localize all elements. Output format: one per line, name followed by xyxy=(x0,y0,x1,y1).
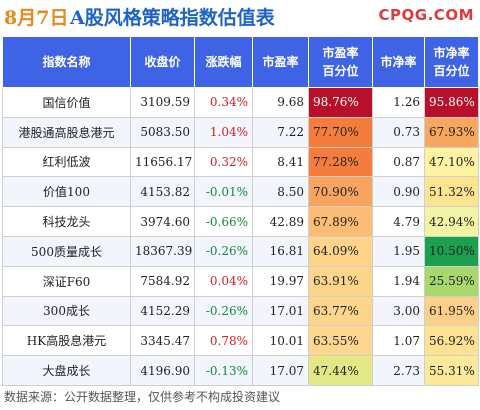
col-header-pe-pct: 市盈率 百分位 xyxy=(308,36,373,88)
cell-pe-pct: 63.77% xyxy=(308,295,373,327)
cell-pe-pct: 77.70% xyxy=(308,116,373,148)
cell-close: 4153.82 xyxy=(130,176,195,208)
table-row: 科技龙头 3974.60 -0.66% 42.89 67.89% 4.79 42.94% xyxy=(2,206,479,237)
cell-name: 300成长 xyxy=(2,295,131,327)
cell-pb: 1.26 xyxy=(372,87,425,118)
cell-pe: 19.97 xyxy=(252,265,309,297)
cell-pb-pct: 42.94% xyxy=(424,206,479,237)
table-row: 300成长 4152.29 -0.26% 17.01 63.77% 3.00 61.95% xyxy=(2,295,479,327)
cell-close: 3974.60 xyxy=(130,206,195,237)
cell-change: 0.32% xyxy=(194,146,253,178)
cell-change: -0.26% xyxy=(194,295,253,327)
cell-pe-pct: 70.90% xyxy=(308,176,373,208)
table-row: 国信价值 3109.59 0.34% 9.68 98.76% 1.26 95.86% xyxy=(2,87,479,118)
cell-pe-pct: 63.55% xyxy=(308,325,373,357)
cell-change: -0.13% xyxy=(194,355,253,386)
col-header-pb-pct: 市净率 百分位 xyxy=(424,36,479,88)
valuation-table: 指数名称 收盘价 涨跌幅 市盈率 市盈率 百分位 市净率 市净率 百分位 国信价… xyxy=(2,36,479,386)
cell-close: 7584.92 xyxy=(130,265,195,297)
cell-pb-pct: 51.32% xyxy=(424,176,479,208)
cell-pe-pct: 63.91% xyxy=(308,265,373,297)
cell-pb-pct: 25.59% xyxy=(424,265,479,297)
cell-name: HK高股息港元 xyxy=(2,325,131,357)
cell-pe: 8.50 xyxy=(252,176,309,208)
cell-change: -0.66% xyxy=(194,206,253,237)
cell-name: 国信价值 xyxy=(2,87,131,118)
cell-pe: 17.01 xyxy=(252,295,309,327)
cell-pe: 16.81 xyxy=(252,235,309,267)
cell-name: 500质量成长 xyxy=(2,235,131,267)
cell-change: 1.04% xyxy=(194,116,253,148)
cell-pe: 7.22 xyxy=(252,116,309,148)
cell-pb: 2.73 xyxy=(372,355,425,386)
cell-close: 11656.17 xyxy=(130,146,195,178)
cell-pb-pct: 95.86% xyxy=(424,87,479,118)
table-row: 500质量成长 18367.39 -0.26% 16.81 64.09% 1.95 10.5… xyxy=(2,235,479,267)
col-header-name: 指数名称 xyxy=(2,36,131,88)
cell-pb-pct: 55.31% xyxy=(424,355,479,386)
cell-close: 3109.59 xyxy=(130,87,195,118)
cell-pe-pct: 77.28% xyxy=(308,146,373,178)
table-row: 价值100 4153.82 -0.01% 8.50 70.90% 0.90 51.32% xyxy=(2,176,479,208)
cell-pb-pct: 10.50% xyxy=(424,235,479,267)
cell-pe: 10.01 xyxy=(252,325,309,357)
cell-pe-pct: 47.44% xyxy=(308,355,373,386)
cell-pe: 8.41 xyxy=(252,146,309,178)
cell-name: 价值100 xyxy=(2,176,131,208)
cell-name: 大盘成长 xyxy=(2,355,131,386)
cell-pb: 0.87 xyxy=(372,146,425,178)
col-header-pe: 市盈率 xyxy=(252,36,309,88)
cell-change: 0.04% xyxy=(194,265,253,297)
cell-pb: 4.79 xyxy=(372,206,425,237)
cell-pb: 3.00 xyxy=(372,295,425,327)
cell-pe-pct: 67.89% xyxy=(308,206,373,237)
cell-change: 0.78% xyxy=(194,325,253,357)
col-header-close: 收盘价 xyxy=(130,36,195,88)
cell-pb-pct: 47.10% xyxy=(424,146,479,178)
table-row: 大盘成长 4196.90 -0.13% 17.07 47.44% 2.73 55.31% xyxy=(2,355,479,386)
cell-name: 深证F60 xyxy=(2,265,131,297)
footer-disclaimer: 数据来源：公开数据整理，仅供参考不构成投资建议 xyxy=(4,390,281,404)
cell-close: 3345.47 xyxy=(130,325,195,357)
col-header-pb: 市净率 xyxy=(372,36,425,88)
cell-pe: 17.07 xyxy=(252,355,309,386)
page-title: A股风格策略指数估值表 xyxy=(70,7,275,29)
cell-pe-pct: 98.76% xyxy=(308,87,373,118)
header: 8月7日 A股风格策略指数估值表 CPQG.COM xyxy=(0,0,480,34)
cell-pb: 1.94 xyxy=(372,265,425,297)
cell-close: 4152.29 xyxy=(130,295,195,327)
cell-close: 18367.39 xyxy=(130,235,195,267)
cell-change: -0.01% xyxy=(194,176,253,208)
cell-close: 5083.50 xyxy=(130,116,195,148)
table-row: HK高股息港元 3345.47 0.78% 10.01 63.55% 1.07 56.92% xyxy=(2,325,479,357)
site-logo: CPQG.COM xyxy=(378,6,474,24)
table-row: 深证F60 7584.92 0.04% 19.97 63.91% 1.94 25.59% xyxy=(2,265,479,297)
table-row: 红利低波 11656.17 0.32% 8.41 77.28% 0.87 47.10% xyxy=(2,146,479,178)
cell-name: 港股通高股息港元 xyxy=(2,116,131,148)
cell-close: 4196.90 xyxy=(130,355,195,386)
table-header-row: 指数名称 收盘价 涨跌幅 市盈率 市盈率 百分位 市净率 市净率 百分位 xyxy=(2,36,479,88)
cell-pb: 0.73 xyxy=(372,116,425,148)
cell-change: 0.34% xyxy=(194,87,253,118)
cell-pb: 0.90 xyxy=(372,176,425,208)
cell-pe: 42.89 xyxy=(252,206,309,237)
cell-name: 科技龙头 xyxy=(2,206,131,237)
cell-pb-pct: 61.95% xyxy=(424,295,479,327)
cell-pb: 1.95 xyxy=(372,235,425,267)
cell-change: -0.26% xyxy=(194,235,253,267)
date-label: 8月7日 xyxy=(4,7,69,29)
cell-pe: 9.68 xyxy=(252,87,309,118)
cell-pb: 1.07 xyxy=(372,325,425,357)
cell-pb-pct: 67.93% xyxy=(424,116,479,148)
cell-name: 红利低波 xyxy=(2,146,131,178)
col-header-change: 涨跌幅 xyxy=(194,36,253,88)
table-row: 港股通高股息港元 5083.50 1.04% 7.22 77.70% 0.73 67.93% xyxy=(2,116,479,148)
cell-pb-pct: 56.92% xyxy=(424,325,479,357)
cell-pe-pct: 64.09% xyxy=(308,235,373,267)
